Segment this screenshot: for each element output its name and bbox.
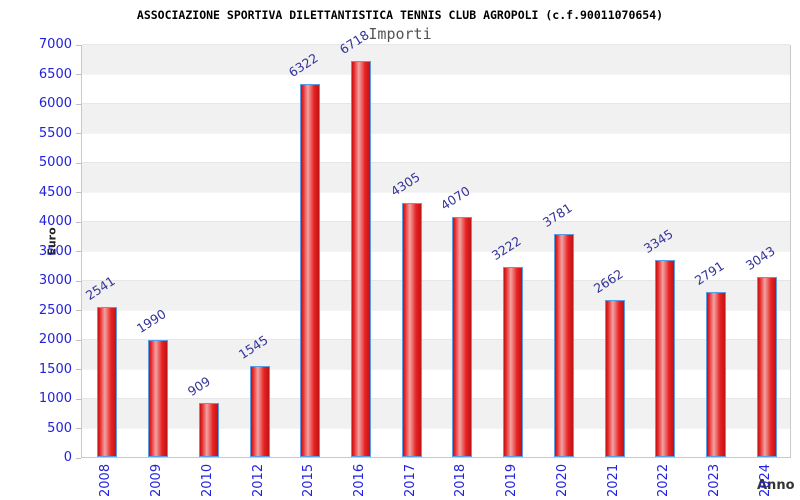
bar-2020 [554,234,574,457]
bar-2010 [199,403,219,457]
y-tick-label: 1500 [38,361,72,377]
bar-2008 [97,307,117,457]
y-tick-label: 500 [47,420,72,436]
x-tick-label: 2008 [98,464,114,498]
plot-area: 2541 1990 909 1545 6322 6718 4305 4070 3222 3781 2… [81,27,791,458]
grid-band [82,309,790,339]
y-tick-mark [76,192,81,193]
y-tick-mark [76,251,81,252]
x-tick-label: 2021 [605,464,621,498]
y-tick-label: 2500 [38,302,72,318]
y-tick-label: 6000 [38,96,72,111]
bar-2023 [706,292,726,457]
x-tick-label: 2022 [656,464,672,498]
bar-2012 [250,366,270,457]
y-tick-label: 2000 [38,332,72,347]
y-tick-mark [76,428,81,429]
y-tick-label: 3000 [38,273,72,288]
y-tick-label: 5500 [38,125,72,141]
x-tick-label: 2020 [554,464,570,498]
grid-band [82,427,790,457]
chart-subtitle: Importi [368,25,432,43]
grid-band [82,339,790,369]
y-tick-label: 7000 [38,37,72,52]
x-tick-label: 2010 [199,464,215,498]
y-tick-label: 5000 [38,155,72,170]
x-tick-label: 2023 [706,464,722,498]
y-tick-label: 4500 [38,184,72,200]
chart-title: ASSOCIAZIONE SPORTIVA DILETTANTISTICA TE… [136,8,664,22]
grid-band [82,221,790,251]
y-tick-mark [76,369,81,370]
y-tick-mark [76,74,81,75]
x-tick-label: 2019 [504,464,520,498]
y-tick-label: 3500 [38,243,72,259]
bar-2009 [148,340,168,457]
x-tick-label: 2016 [351,464,367,498]
grid-band [82,280,790,310]
x-tick-label: 2012 [250,464,266,498]
grid-band [82,103,790,133]
bar-2017 [402,203,422,457]
y-tick-mark [76,44,81,46]
y-tick-label: 0 [63,450,72,465]
bar-2015 [300,84,320,457]
grid-band [82,191,790,221]
y-tick-mark [76,133,81,134]
x-tick-label: 2017 [402,464,418,498]
y-tick-label: 6500 [38,66,72,82]
grid-band [82,132,790,162]
x-tick-label: 2018 [453,464,469,498]
grid-band [82,44,790,74]
bar-2024 [757,277,777,457]
x-tick-label: 2009 [149,464,165,498]
y-tick-mark [76,162,81,164]
x-tick-label: 2015 [301,464,317,498]
bar-2021 [605,300,625,457]
y-tick-mark [76,339,81,341]
bar-2018 [452,217,472,457]
y-tick-mark [76,280,81,282]
grid-band [82,73,790,103]
grid-band [82,162,790,192]
y-tick-mark [76,398,81,400]
y-tick-label: 1000 [38,391,72,406]
bar-2016 [351,61,371,457]
grid-band [82,250,790,280]
y-tick-mark [76,103,81,105]
y-tick-mark [76,310,81,311]
y-tick-mark [76,457,81,459]
y-tick-mark [76,221,81,223]
grid-band [82,398,790,428]
x-tick-label: 2024 [757,464,773,498]
bar-2019 [503,267,523,457]
x-axis-title: Anno [757,478,795,493]
y-tick-label: 4000 [38,214,72,229]
bar-2022 [655,260,675,457]
